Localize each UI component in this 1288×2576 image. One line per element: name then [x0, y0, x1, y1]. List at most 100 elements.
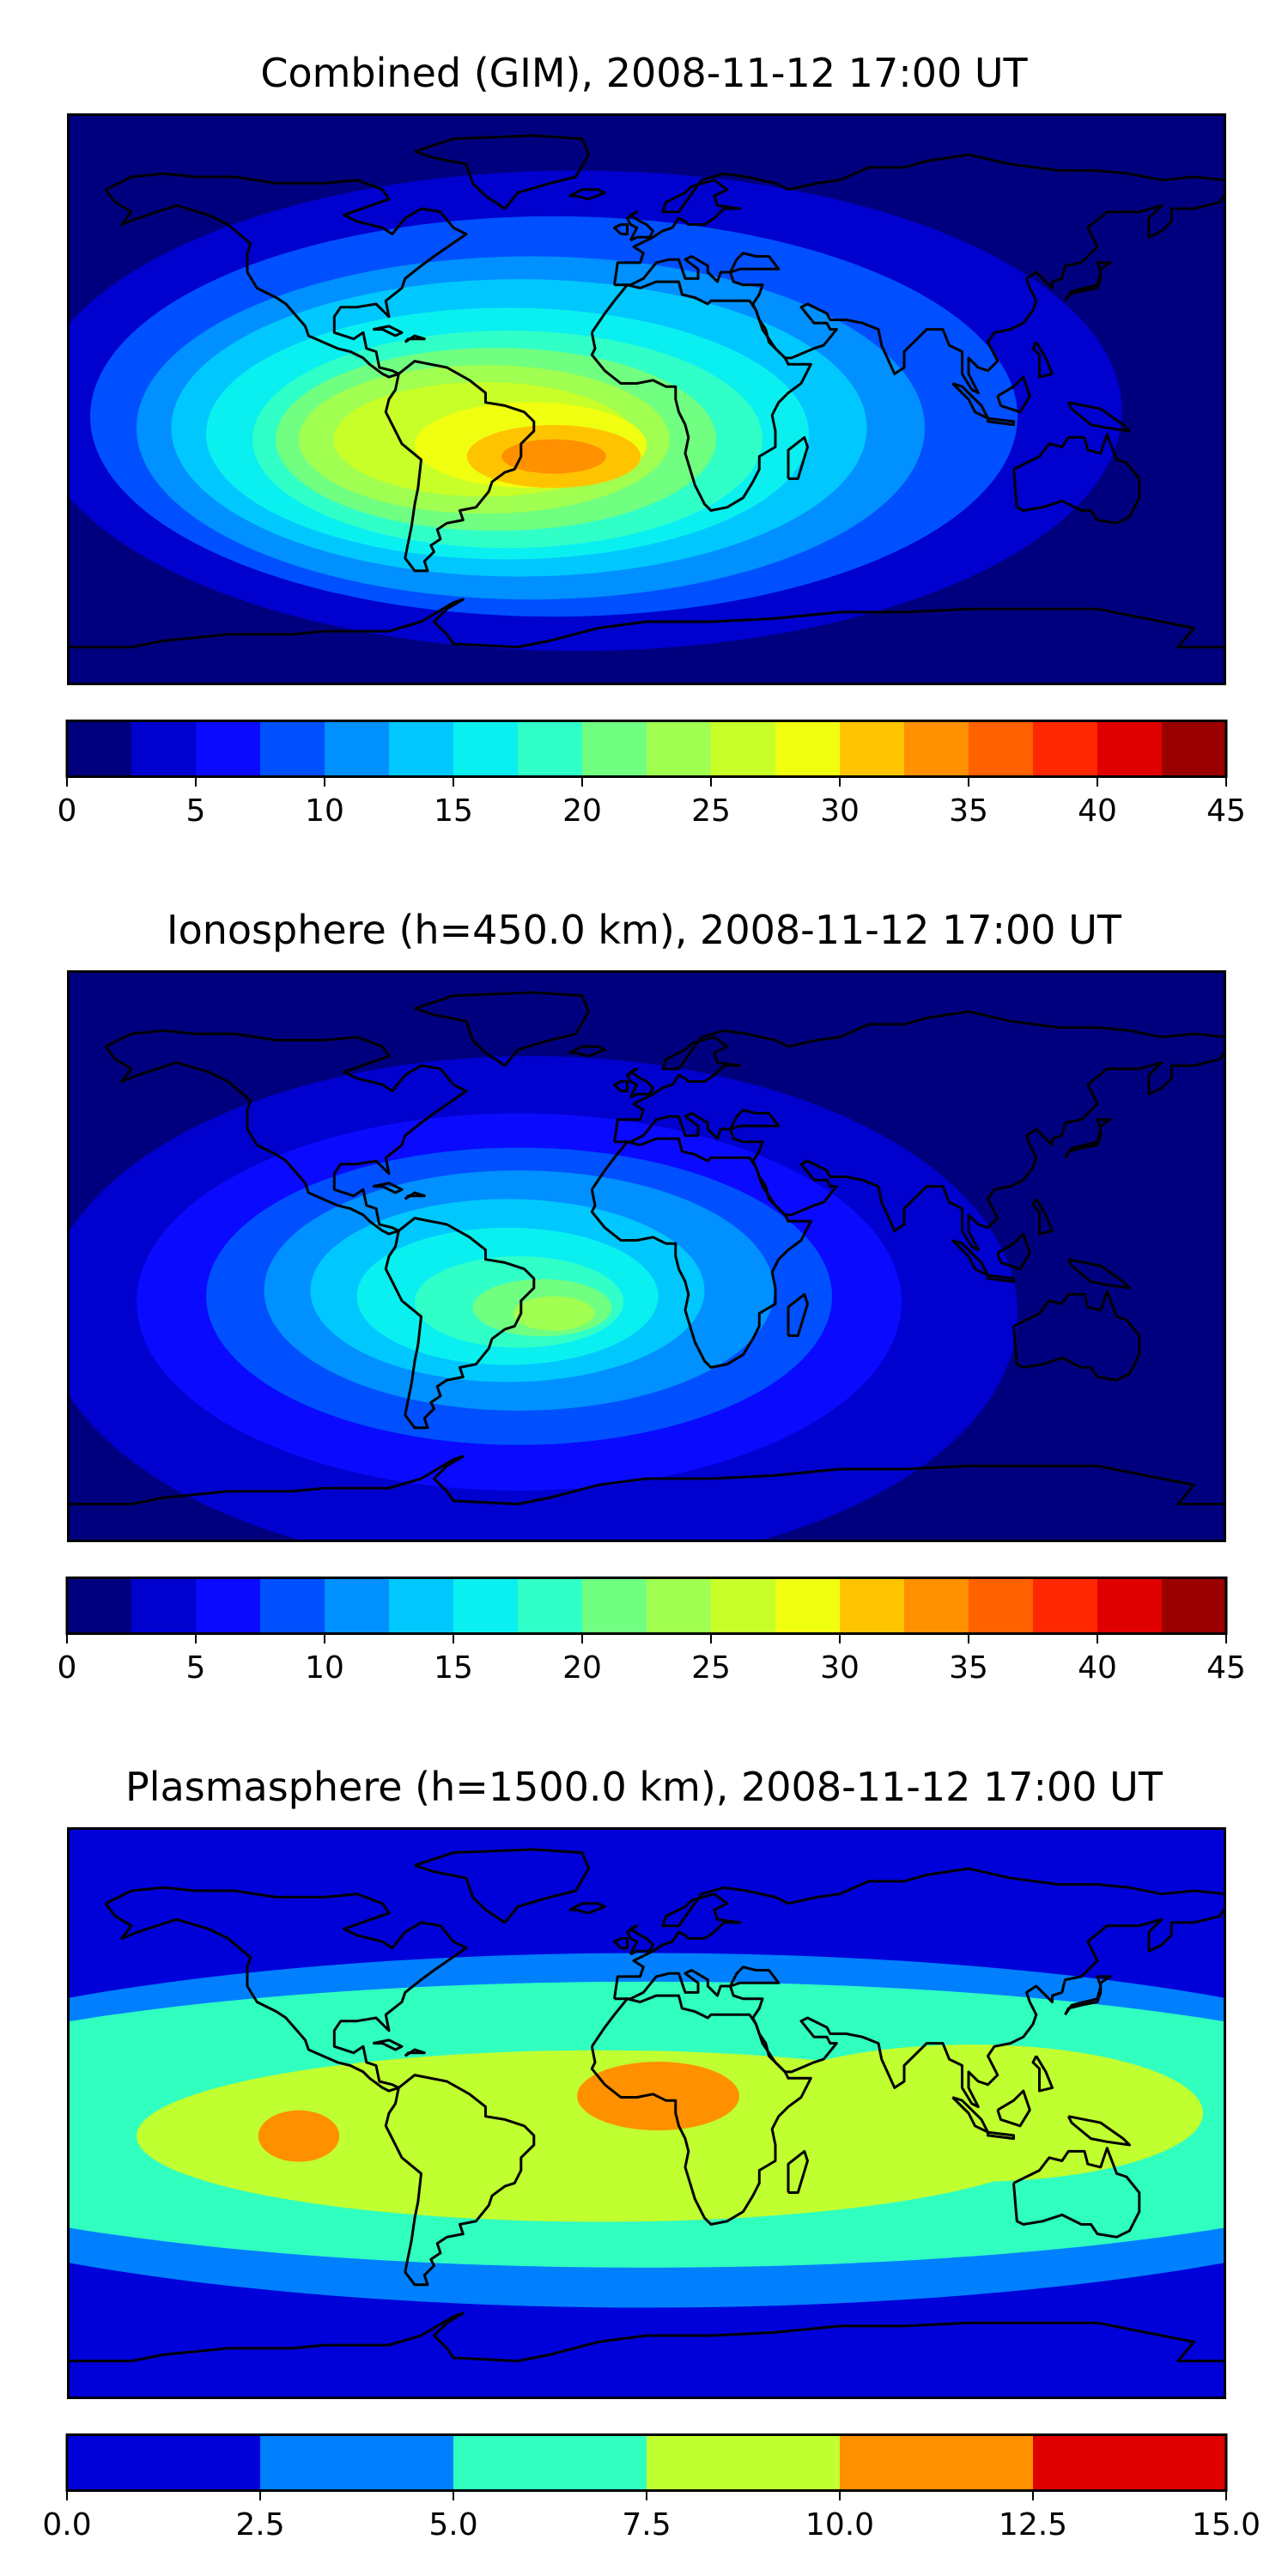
colorbar-tick-label: 25 [691, 1650, 731, 1686]
colorbar-frame [65, 720, 1228, 778]
coastline [1012, 433, 1141, 525]
coastline [613, 1010, 1226, 1143]
plasmasphere-tec-map [67, 1827, 1226, 2399]
colorbar-swatch [840, 720, 905, 778]
coastline [613, 1867, 1226, 2000]
colorbar-frame [65, 2433, 1228, 2492]
colorbar-tick-label: 20 [562, 793, 602, 829]
coastline [613, 1080, 629, 1093]
coastline [1012, 1290, 1141, 1382]
coastline [373, 1182, 404, 1194]
combined-tec-map [67, 113, 1226, 685]
colorbar-swatch [389, 1577, 454, 1635]
colorbar-swatch [969, 720, 1034, 778]
coastline [414, 991, 590, 1067]
coastline [613, 153, 1226, 286]
colorbar-swatch [1033, 1577, 1098, 1635]
colorbar-swatch [67, 1577, 132, 1635]
colorbar-swatch [1033, 2433, 1227, 2492]
chart-title-plasmasphere: Plasmasphere (h=1500.0 km), 2008-11-12 1… [125, 1764, 1163, 1810]
coastline [590, 1994, 812, 2226]
colorbar-tick-label: 45 [1206, 793, 1246, 829]
colorbar-swatch [196, 1577, 261, 1635]
coastline [626, 1924, 654, 1956]
coastline [996, 1232, 1031, 1271]
coastlines [67, 134, 1226, 666]
colorbar-tick-label: 2.5 [235, 2507, 284, 2543]
colorbar-tick-label: 15 [434, 793, 473, 829]
coastline [104, 172, 468, 379]
colorbar-frame [65, 1577, 1228, 1635]
coastline [67, 2312, 1226, 2380]
colorbar-tick-label: 30 [820, 793, 860, 829]
colorbar-swatch [389, 720, 454, 778]
coastline [373, 2038, 404, 2051]
colorbar-tick-label: 5 [186, 1650, 206, 1686]
colorbar-tick-label: 15.0 [1192, 2507, 1261, 2543]
plasmasphere-colorbar: 0.0 2.5 5.0 7.5 10.0 12.5 15.0 [42, 2433, 1261, 2543]
coastline [1012, 2147, 1141, 2239]
coastline [614, 1905, 1226, 2109]
coastline [614, 191, 1226, 395]
coastline [373, 325, 404, 337]
colorbar-swatch [325, 720, 390, 778]
colorbar-tick-label: 35 [949, 1650, 988, 1686]
coastline [626, 210, 654, 242]
coastline [787, 2149, 809, 2194]
colorbar-tick-label: 12.5 [999, 2507, 1067, 2543]
colorbar-swatch [67, 720, 132, 778]
contour-L14 [501, 439, 606, 474]
combined-colorbar: 0 5 10 15 20 25 30 35 40 45 [58, 720, 1246, 829]
coastline [404, 1191, 426, 1200]
colorbar-tick-label: 35 [949, 793, 988, 829]
coastline [1031, 341, 1054, 379]
coastline [951, 2096, 989, 2134]
coastline [613, 1937, 629, 1950]
colorbar-swatch [582, 720, 647, 778]
coastline [1066, 2115, 1131, 2147]
coastlines [67, 1848, 1226, 2380]
coastline [787, 1292, 809, 1337]
colorbar-swatch [260, 2433, 454, 2492]
coastline [384, 1217, 536, 1430]
colorbar-tick-label: 0.0 [42, 2507, 91, 2543]
contour-L10 [513, 1296, 595, 1331]
colorbar-swatch [647, 2433, 841, 2492]
coastline [590, 280, 812, 512]
coastline [384, 2074, 536, 2287]
contour-band-yellow-east [739, 2044, 1203, 2182]
coastline [626, 1067, 654, 1099]
colorbar-tick-label: 5.0 [428, 2507, 477, 2543]
colorbar-tick-label: 5 [186, 793, 206, 829]
ionosphere-tec-map [67, 970, 1226, 1542]
colorbar-swatch [196, 720, 261, 778]
colorbar-swatch [453, 2433, 647, 2492]
colorbar-tick-label: 45 [1206, 1650, 1246, 1686]
map-frame [67, 113, 1226, 685]
coastline [67, 1455, 1226, 1523]
coastline [568, 188, 606, 201]
colorbar-tick-label: 10.0 [805, 2507, 874, 2543]
colorbar-tick-label: 40 [1078, 1650, 1117, 1686]
coastline [1031, 2055, 1054, 2093]
colorbar-swatch [1033, 720, 1098, 778]
colorbar-tick-label: 10 [305, 793, 344, 829]
coastline [384, 360, 536, 573]
coastline [787, 435, 809, 480]
coastline [987, 2130, 1015, 2141]
coastline [67, 598, 1226, 666]
colorbar-swatch [775, 720, 841, 778]
coastline [1066, 401, 1131, 433]
coastline [404, 2048, 426, 2057]
coastlines [67, 991, 1226, 1523]
colorbar-swatch [840, 2433, 1034, 2492]
coastline [996, 2089, 1031, 2128]
colorbar-swatch [260, 720, 325, 778]
coastline [404, 334, 426, 343]
coastline [996, 375, 1031, 414]
coastline [951, 1239, 989, 1277]
colorbar-tick-label: 15 [434, 1650, 473, 1686]
coastline [568, 1045, 606, 1058]
colorbar-tick-label: 0 [58, 793, 77, 829]
colorbar-swatch [518, 720, 583, 778]
